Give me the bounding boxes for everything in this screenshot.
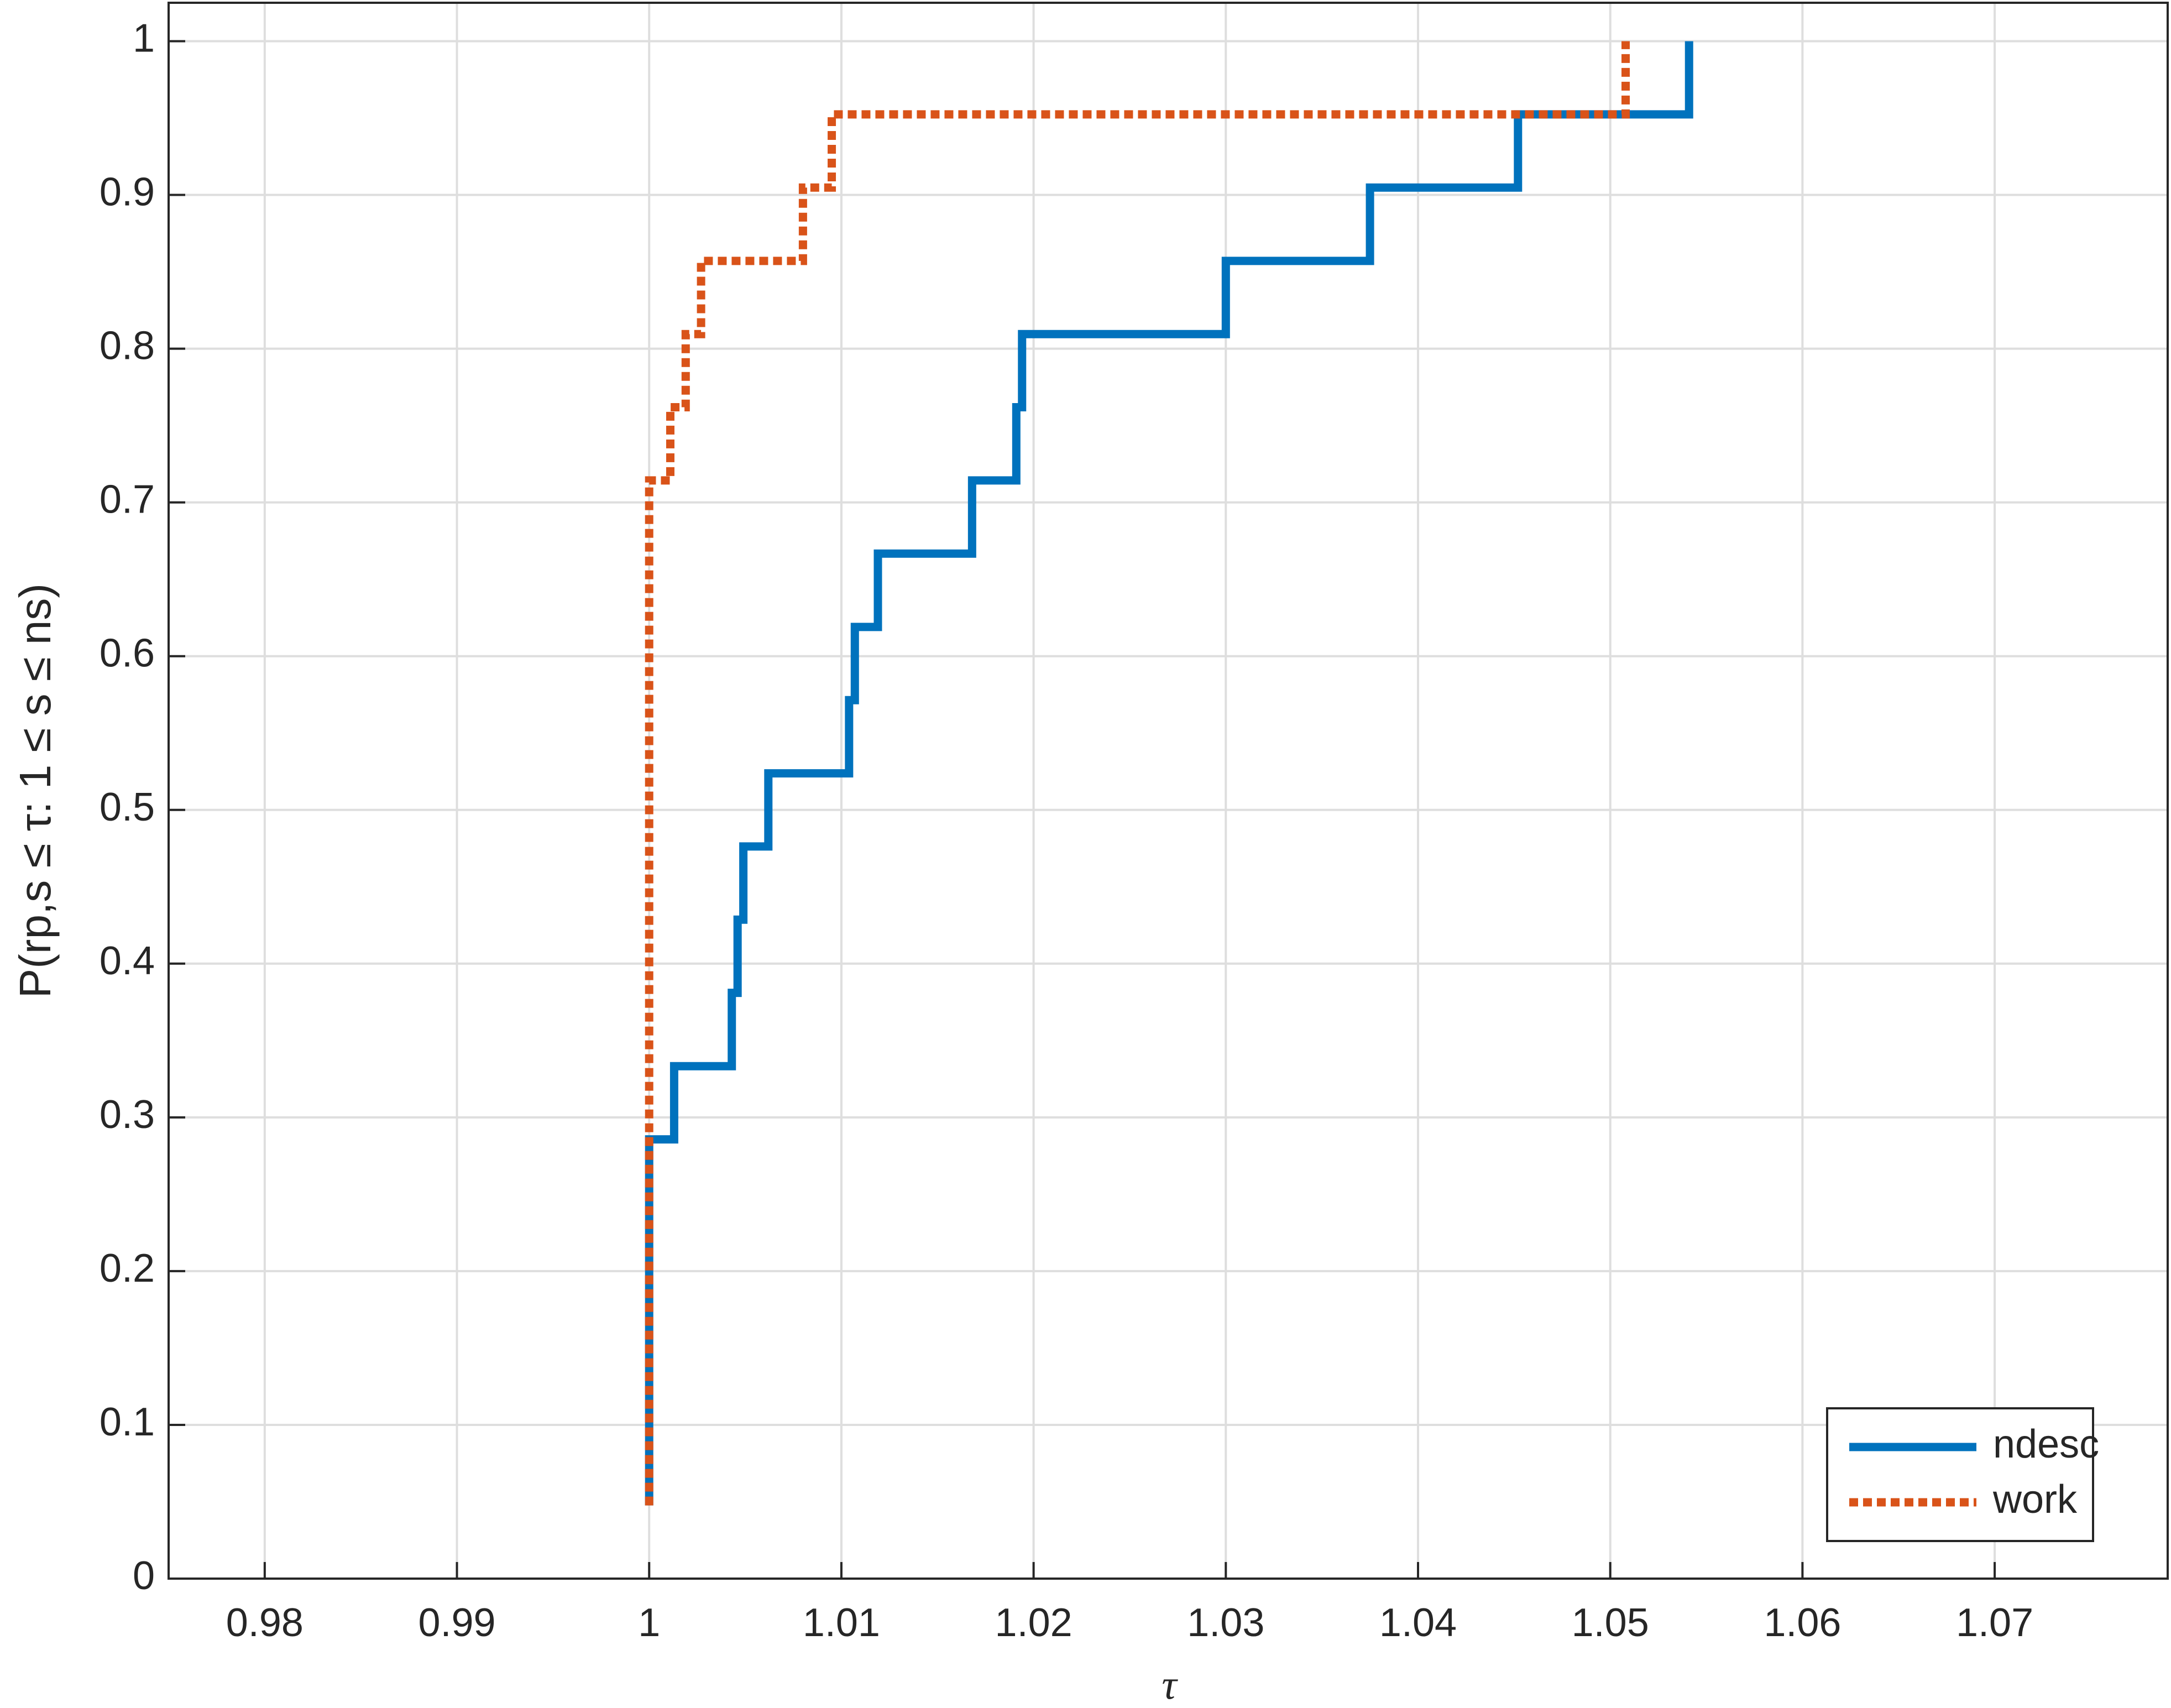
y-tick-label: 1 [133, 17, 155, 61]
x-tick-label: 0.98 [226, 1601, 304, 1645]
x-axis-label: τ [1162, 1662, 1178, 1708]
x-tick-label: 1.04 [1379, 1601, 1457, 1645]
x-tick-label: 1.01 [803, 1601, 880, 1645]
x-tick-label: 1.07 [1956, 1601, 2033, 1645]
plot-frame [168, 2, 2169, 1580]
y-tick-label: 0 [133, 1554, 155, 1598]
x-tick-label: 1 [638, 1601, 660, 1645]
y-tick-label: 0.5 [100, 785, 155, 829]
y-tick-label: 0.9 [100, 170, 155, 215]
y-tick-label: 0.2 [100, 1246, 155, 1291]
x-tick-label: 1.02 [995, 1601, 1073, 1645]
x-tick-label: 0.99 [418, 1601, 495, 1645]
y-tick-label: 0.6 [100, 631, 155, 676]
legend-label: work [1992, 1477, 2078, 1522]
legend-box [1826, 1407, 2094, 1542]
legend-label: ndesc [1993, 1422, 2099, 1466]
series-line [645, 41, 1630, 1506]
y-tick-label: 0.3 [100, 1093, 155, 1137]
y-tick-label: 0.7 [100, 478, 155, 522]
y-tick-label: 0.1 [100, 1400, 155, 1444]
series-line [645, 41, 1693, 1506]
y-tick-label: 0.4 [100, 939, 155, 983]
y-axis-label: P(rp,s ≤ τ: 1 ≤ s ≤ ns) [11, 583, 60, 998]
x-tick-label: 1.03 [1187, 1601, 1264, 1645]
y-tick-label: 0.8 [100, 324, 155, 368]
x-tick-label: 1.05 [1572, 1601, 1649, 1645]
x-tick-label: 1.06 [1764, 1601, 1841, 1645]
